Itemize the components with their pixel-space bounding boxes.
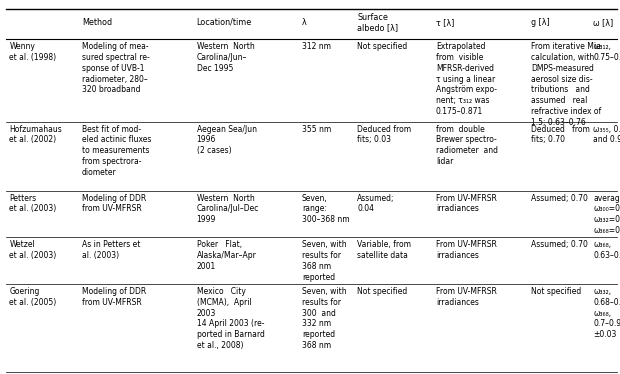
Text: Aegean Sea/Jun
1996
(2 cases): Aegean Sea/Jun 1996 (2 cases) [197,125,257,155]
Text: Seven,
range:
300–368 nm: Seven, range: 300–368 nm [302,194,350,224]
Text: From UV-MFRSR
irradiances: From UV-MFRSR irradiances [436,240,497,260]
Text: Variable, from
satellite data: Variable, from satellite data [357,240,411,260]
Text: Wetzel
et al. (2003): Wetzel et al. (2003) [9,240,56,260]
Text: Extrapolated
from  visible
MFRSR-derived
τ using a linear
Angström expo-
nent; τ: Extrapolated from visible MFRSR-derived … [436,42,497,116]
Text: Assumed;
0.04: Assumed; 0.04 [357,194,394,214]
Text: 312 nm: 312 nm [302,42,331,51]
Text: Hofzumahaus
et al. (2002): Hofzumahaus et al. (2002) [9,125,62,144]
Text: ω [λ]: ω [λ] [593,18,614,27]
Text: ω₃₁₂,
0.75–0.93: ω₃₁₂, 0.75–0.93 [593,42,620,62]
Text: Poker   Flat,
Alaska/Mar–Apr
2001: Poker Flat, Alaska/Mar–Apr 2001 [197,240,257,271]
Text: g [λ]: g [λ] [531,18,550,27]
Text: τ [λ]: τ [λ] [436,18,454,27]
Text: Modeling of DDR
from UV-MFRSR: Modeling of DDR from UV-MFRSR [82,287,146,307]
Text: Western  North
Carolina/Jul–Dec
1999: Western North Carolina/Jul–Dec 1999 [197,194,259,224]
Text: Petters
et al. (2003): Petters et al. (2003) [9,194,56,214]
Text: Surface
albedo [λ]: Surface albedo [λ] [357,13,398,32]
Text: Assumed; 0.70: Assumed; 0.70 [531,194,588,203]
Text: Method: Method [82,18,112,27]
Text: Not specified: Not specified [357,287,407,296]
Text: Location/time: Location/time [197,18,252,27]
Text: Deduced   from
fits; 0.70: Deduced from fits; 0.70 [531,125,590,144]
Text: Modeling of DDR
from UV-MFRSR: Modeling of DDR from UV-MFRSR [82,194,146,214]
Text: Not specified: Not specified [357,42,407,51]
Text: ω₃₃₂,
0.68–0.94
ω₃₆₈,
0.7–0.95
±0.03: ω₃₃₂, 0.68–0.94 ω₃₆₈, 0.7–0.95 ±0.03 [593,287,620,339]
Text: ω₃₆₈,
0.63–0.95: ω₃₆₈, 0.63–0.95 [593,240,620,260]
Text: Assumed; 0.70: Assumed; 0.70 [531,240,588,249]
Text: Seven, with
results for
368 nm
reported: Seven, with results for 368 nm reported [302,240,347,282]
Text: Deduced from
fits; 0.03: Deduced from fits; 0.03 [357,125,411,144]
Text: 355 nm: 355 nm [302,125,331,134]
Text: from  double
Brewer spectro-
radiometer  and
lidar: from double Brewer spectro- radiometer a… [436,125,498,166]
Text: λ: λ [302,18,307,27]
Text: Western  North
Carolina/Jun–
Dec 1995: Western North Carolina/Jun– Dec 1995 [197,42,254,73]
Text: Not specified: Not specified [531,287,582,296]
Text: Mexico   City
(MCMA),  April
2003
14 April 2003 (re-
ported in Barnard
et al., 2: Mexico City (MCMA), April 2003 14 April … [197,287,264,350]
Text: Seven, with
results for
300  and
332 nm
reported
368 nm: Seven, with results for 300 and 332 nm r… [302,287,347,350]
Text: Best fit of mod-
eled actinic fluxes
to measurements
from spectrora-
diometer: Best fit of mod- eled actinic fluxes to … [82,125,151,177]
Text: From UV-MFRSR
irradiances: From UV-MFRSR irradiances [436,194,497,214]
Text: Modeling of mea-
sured spectral re-
sponse of UVB-1
radiometer, 280–
320 broadba: Modeling of mea- sured spectral re- spon… [82,42,149,94]
Text: As in Petters et
al. (2003): As in Petters et al. (2003) [82,240,140,260]
Text: From iterative Mie
calculation, with
DMPS-measured
aerosol size dis-
tributions : From iterative Mie calculation, with DMP… [531,42,601,126]
Text: ω₃₅₅, 0.87
and 0.95: ω₃₅₅, 0.87 and 0.95 [593,125,620,144]
Text: Goering
et al. (2005): Goering et al. (2005) [9,287,56,307]
Text: Wenny
et al. (1998): Wenny et al. (1998) [9,42,56,62]
Text: From UV-MFRSR
irradiances: From UV-MFRSR irradiances [436,287,497,307]
Text: averages:
ω₃₀₀=0.82
ω₃₃₂=0.89
ω₃₆₈=0.89: averages: ω₃₀₀=0.82 ω₃₃₂=0.89 ω₃₆₈=0.89 [593,194,620,235]
